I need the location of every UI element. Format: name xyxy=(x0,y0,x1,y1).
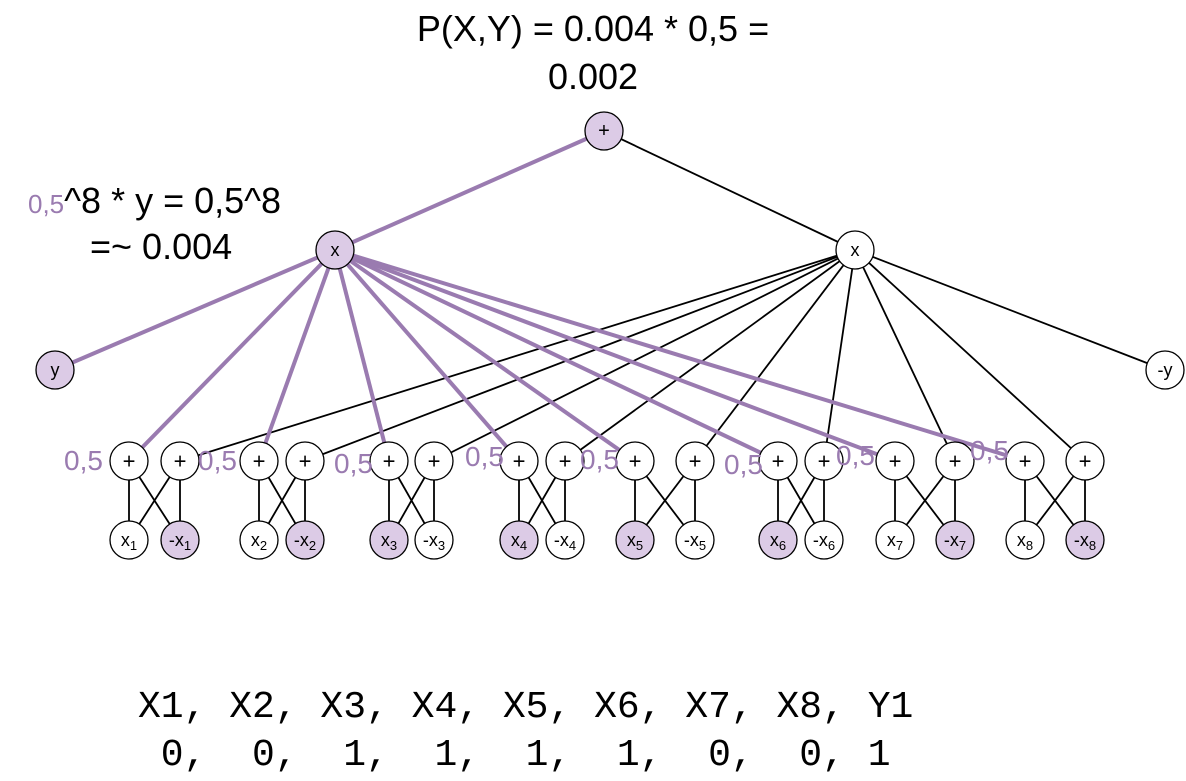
edge-weight-label-8: 0,5 xyxy=(970,435,1009,466)
not-y-node: -y xyxy=(1145,350,1185,390)
root-sum-node: + xyxy=(584,111,624,151)
sum-node-4b: + xyxy=(545,441,585,481)
sum-node-4a: + xyxy=(499,441,539,481)
probability-line-2: 0.002 xyxy=(547,56,639,97)
sum-node-8a: + xyxy=(1005,441,1045,481)
annotation-formula: ^8 * y = 0,5^8 xyxy=(64,180,282,221)
leaf-x2: x2 xyxy=(239,520,279,560)
sum-node-6a-label: + xyxy=(772,449,785,474)
edge-product-right-sum-4b xyxy=(564,249,856,462)
sum-node-2a: + xyxy=(239,441,279,481)
edge-product-left-sum-1a xyxy=(127,248,337,463)
edge-product-right-sum-5b xyxy=(694,249,856,462)
edge-weight-label-2: 0,5 xyxy=(198,445,237,476)
table-header: X1, X2, X3, X4, X5, X6, X7, X8, Y1 xyxy=(138,686,914,729)
edge-product-left-sum-3a xyxy=(333,249,391,462)
sum-node-4a-label: + xyxy=(513,449,526,474)
y-node: y xyxy=(35,350,75,390)
sum-node-2b: + xyxy=(285,441,325,481)
annotation-line-2: =~ 0.004 xyxy=(90,226,233,267)
edge-product-right-sum-6b xyxy=(823,249,856,462)
edge-product-right-sum-2b xyxy=(304,249,856,462)
leaf-not-x6: -x6 xyxy=(804,520,844,560)
sum-node-7b-label: + xyxy=(949,449,962,474)
leaf-x1: x1 xyxy=(109,520,149,560)
sum-node-3a: + xyxy=(369,441,409,481)
sum-node-1a: + xyxy=(109,441,149,481)
sum-node-3a-label: + xyxy=(383,449,396,474)
y-node-label: y xyxy=(51,360,60,380)
sum-node-8a-label: + xyxy=(1019,449,1032,474)
sum-node-6b-label: + xyxy=(818,449,831,474)
edge-weight-label-1: 0,5 xyxy=(64,445,103,476)
leaf-not-x8: -x8 xyxy=(1065,520,1105,560)
sum-node-7a: + xyxy=(875,441,915,481)
edge-product-right-sum-8b xyxy=(854,249,1086,462)
leaf-not-x4: -x4 xyxy=(545,520,585,560)
edge-product-right-not-y xyxy=(854,249,1166,371)
edges-layer xyxy=(54,129,1166,541)
edge-product-left-sum-8a xyxy=(334,248,1026,463)
edge-root-product-left xyxy=(334,129,605,252)
root-sum-node-label: + xyxy=(598,120,610,142)
annotation-line-1: 0,5^8 * y = 0,5^8 xyxy=(28,180,281,222)
sum-node-6a: + xyxy=(758,441,798,481)
edge-product-right-sum-7b xyxy=(854,249,956,462)
sum-node-7a-label: + xyxy=(889,449,902,474)
leaf-x4: x4 xyxy=(499,520,539,560)
leaf-x6: x6 xyxy=(758,520,798,560)
leaf-not-x1: -x1 xyxy=(160,520,200,560)
leaf-not-x3: -x3 xyxy=(414,520,454,560)
sum-node-1a-label: + xyxy=(123,449,136,474)
edge-product-left-sum-5a xyxy=(333,248,637,463)
edge-product-right-sum-3b xyxy=(433,249,856,462)
product-node-right: x xyxy=(835,230,875,270)
sum-node-3b: + xyxy=(414,441,454,481)
sum-node-7b: + xyxy=(935,441,975,481)
sum-node-4b-label: + xyxy=(559,449,572,474)
edge-product-left-y xyxy=(54,248,336,372)
edge-root-product-right xyxy=(603,130,856,251)
sum-node-5a-label: + xyxy=(629,449,642,474)
not-y-node-label: -y xyxy=(1158,360,1173,380)
sum-node-2b-label: + xyxy=(299,449,312,474)
product-node-right-label: x xyxy=(851,240,860,260)
edge-weight-label-7: 0,5 xyxy=(836,440,875,471)
product-node-left: x xyxy=(315,230,355,270)
sum-node-8b: + xyxy=(1065,441,1105,481)
leaf-not-x7: -x7 xyxy=(935,520,975,560)
table-values: 0, 0, 1, 1, 1, 1, 0, 0, 1 xyxy=(138,734,891,777)
leaf-x3: x3 xyxy=(369,520,409,560)
edge-weight-label-3: 0,5 xyxy=(334,448,373,479)
sum-node-3b-label: + xyxy=(428,449,441,474)
edge-weight-label-5: 0,5 xyxy=(580,444,619,475)
annotation-weight: 0,5 xyxy=(28,189,65,219)
sum-node-1b-label: + xyxy=(174,449,187,474)
edge-product-right-sum-1b xyxy=(179,249,856,462)
sum-node-6b: + xyxy=(804,441,844,481)
leaf-x7: x7 xyxy=(875,520,915,560)
sum-node-5a: + xyxy=(615,441,655,481)
edge-product-left-sum-2a xyxy=(257,249,337,462)
edge-weight-label-6: 0,5 xyxy=(724,449,763,480)
nodes-layer: +x xy -y+ +x1 -x10,5 + +x2 -x20,5 + +x3 -x30,5 + +x4… xyxy=(35,111,1185,560)
sum-node-1b: + xyxy=(160,441,200,481)
edge-product-left-sum-4a xyxy=(333,248,521,463)
sum-node-5b: + xyxy=(675,441,715,481)
edge-product-left-sum-6a xyxy=(334,248,779,463)
leaf-not-x2: -x2 xyxy=(285,520,325,560)
edge-weight-label-4: 0,5 xyxy=(465,441,504,472)
edge-product-left-sum-7a xyxy=(334,248,896,463)
leaf-x5: x5 xyxy=(615,520,655,560)
sum-node-5b-label: + xyxy=(689,449,702,474)
sum-node-8b-label: + xyxy=(1079,449,1092,474)
leaf-x8: x8 xyxy=(1005,520,1045,560)
product-node-left-label: x xyxy=(331,240,340,260)
probability-line-1: P(X,Y) = 0.004 * 0,5 = xyxy=(416,8,770,49)
sum-node-2a-label: + xyxy=(253,449,266,474)
leaf-not-x5: -x5 xyxy=(675,520,715,560)
